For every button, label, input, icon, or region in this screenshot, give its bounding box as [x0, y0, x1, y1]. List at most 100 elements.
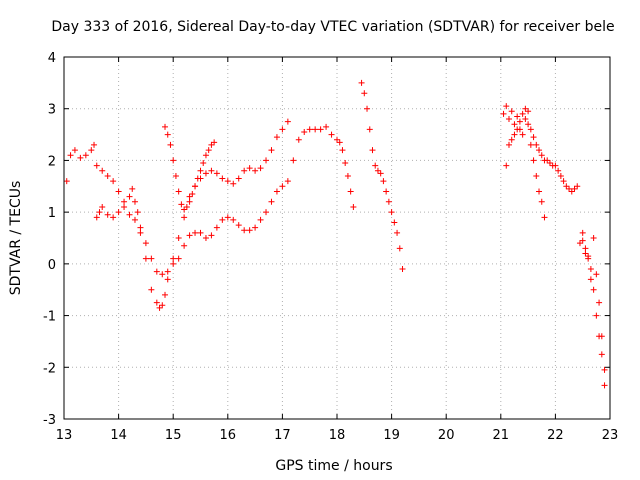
data-point — [93, 214, 100, 221]
data-point — [279, 126, 286, 133]
data-point — [596, 299, 603, 306]
data-point — [394, 229, 401, 236]
y-tick-label: -1 — [43, 310, 56, 325]
chart-title: Day 333 of 2016, Sidereal Day-to-day VTE… — [51, 19, 614, 35]
data-point — [301, 128, 308, 135]
data-point — [186, 193, 193, 200]
data-point — [358, 79, 365, 86]
data-point — [115, 209, 122, 216]
x-axis-label: GPS time / hours — [275, 458, 392, 474]
data-point — [129, 185, 136, 192]
data-point — [235, 175, 242, 182]
data-point — [587, 276, 594, 283]
data-point — [383, 188, 390, 195]
data-point — [263, 209, 270, 216]
data-point — [505, 116, 512, 123]
data-point — [566, 185, 573, 192]
series-trace-f — [503, 105, 548, 221]
data-point — [148, 255, 155, 262]
data-points — [63, 79, 608, 389]
data-point — [104, 211, 111, 218]
data-point — [205, 147, 212, 154]
data-point — [290, 157, 297, 164]
series-trace-h — [579, 229, 608, 389]
data-point — [317, 126, 324, 133]
data-point — [88, 147, 95, 154]
data-point — [306, 126, 313, 133]
data-point — [246, 165, 253, 172]
data-point — [189, 191, 196, 198]
data-point — [175, 255, 182, 262]
data-point — [284, 178, 291, 185]
data-point — [172, 172, 179, 179]
data-point — [181, 242, 188, 249]
data-point — [369, 147, 376, 154]
data-point — [126, 193, 133, 200]
data-point — [241, 227, 248, 234]
data-point — [385, 198, 392, 205]
data-point — [175, 235, 182, 241]
x-tick-label: 13 — [56, 428, 73, 443]
data-point — [536, 188, 543, 195]
data-point — [213, 170, 220, 177]
data-point — [67, 152, 74, 159]
data-point — [230, 216, 237, 223]
data-point — [273, 188, 280, 195]
data-point — [350, 203, 357, 210]
data-point — [284, 118, 291, 125]
data-point — [582, 245, 589, 252]
data-point — [328, 131, 335, 138]
data-point — [511, 121, 518, 128]
y-tick-label: 2 — [48, 154, 56, 169]
data-point — [164, 131, 171, 138]
data-point — [342, 160, 349, 167]
data-point — [164, 268, 171, 275]
data-point — [211, 139, 218, 146]
y-tick-label: 3 — [48, 103, 56, 118]
plot-frame — [63, 56, 611, 420]
data-point — [170, 157, 177, 164]
data-point — [527, 141, 534, 148]
data-point — [312, 126, 319, 133]
data-point — [344, 172, 351, 179]
data-point — [241, 167, 248, 174]
x-tick-label: 20 — [438, 428, 455, 443]
x-tick-label: 22 — [547, 428, 564, 443]
data-point — [273, 134, 280, 141]
data-point — [364, 105, 371, 112]
data-point — [399, 266, 406, 273]
data-point — [552, 162, 559, 169]
data-point — [396, 245, 403, 252]
y-tick-label: -2 — [43, 361, 56, 376]
data-point — [391, 219, 398, 226]
data-point — [519, 131, 526, 138]
data-point — [224, 214, 231, 221]
data-point — [336, 139, 343, 146]
data-point — [508, 136, 515, 143]
data-point — [162, 291, 169, 298]
data-point — [170, 255, 177, 262]
data-point — [505, 141, 512, 148]
x-tick-label: 15 — [165, 428, 182, 443]
data-point — [167, 141, 174, 148]
data-point — [380, 178, 387, 185]
data-point — [544, 157, 551, 164]
data-point — [71, 147, 78, 154]
data-point — [82, 152, 89, 159]
data-point — [541, 214, 548, 221]
data-point — [175, 188, 182, 195]
data-point — [268, 198, 275, 205]
data-point — [93, 162, 100, 169]
data-point — [178, 201, 185, 208]
data-point — [388, 209, 395, 216]
x-tick-label: 18 — [329, 428, 346, 443]
data-point — [230, 180, 237, 187]
data-point — [530, 134, 537, 141]
data-point — [131, 198, 138, 205]
data-point — [252, 224, 259, 231]
data-point — [279, 183, 286, 190]
data-point — [511, 131, 518, 138]
data-point — [582, 250, 589, 257]
